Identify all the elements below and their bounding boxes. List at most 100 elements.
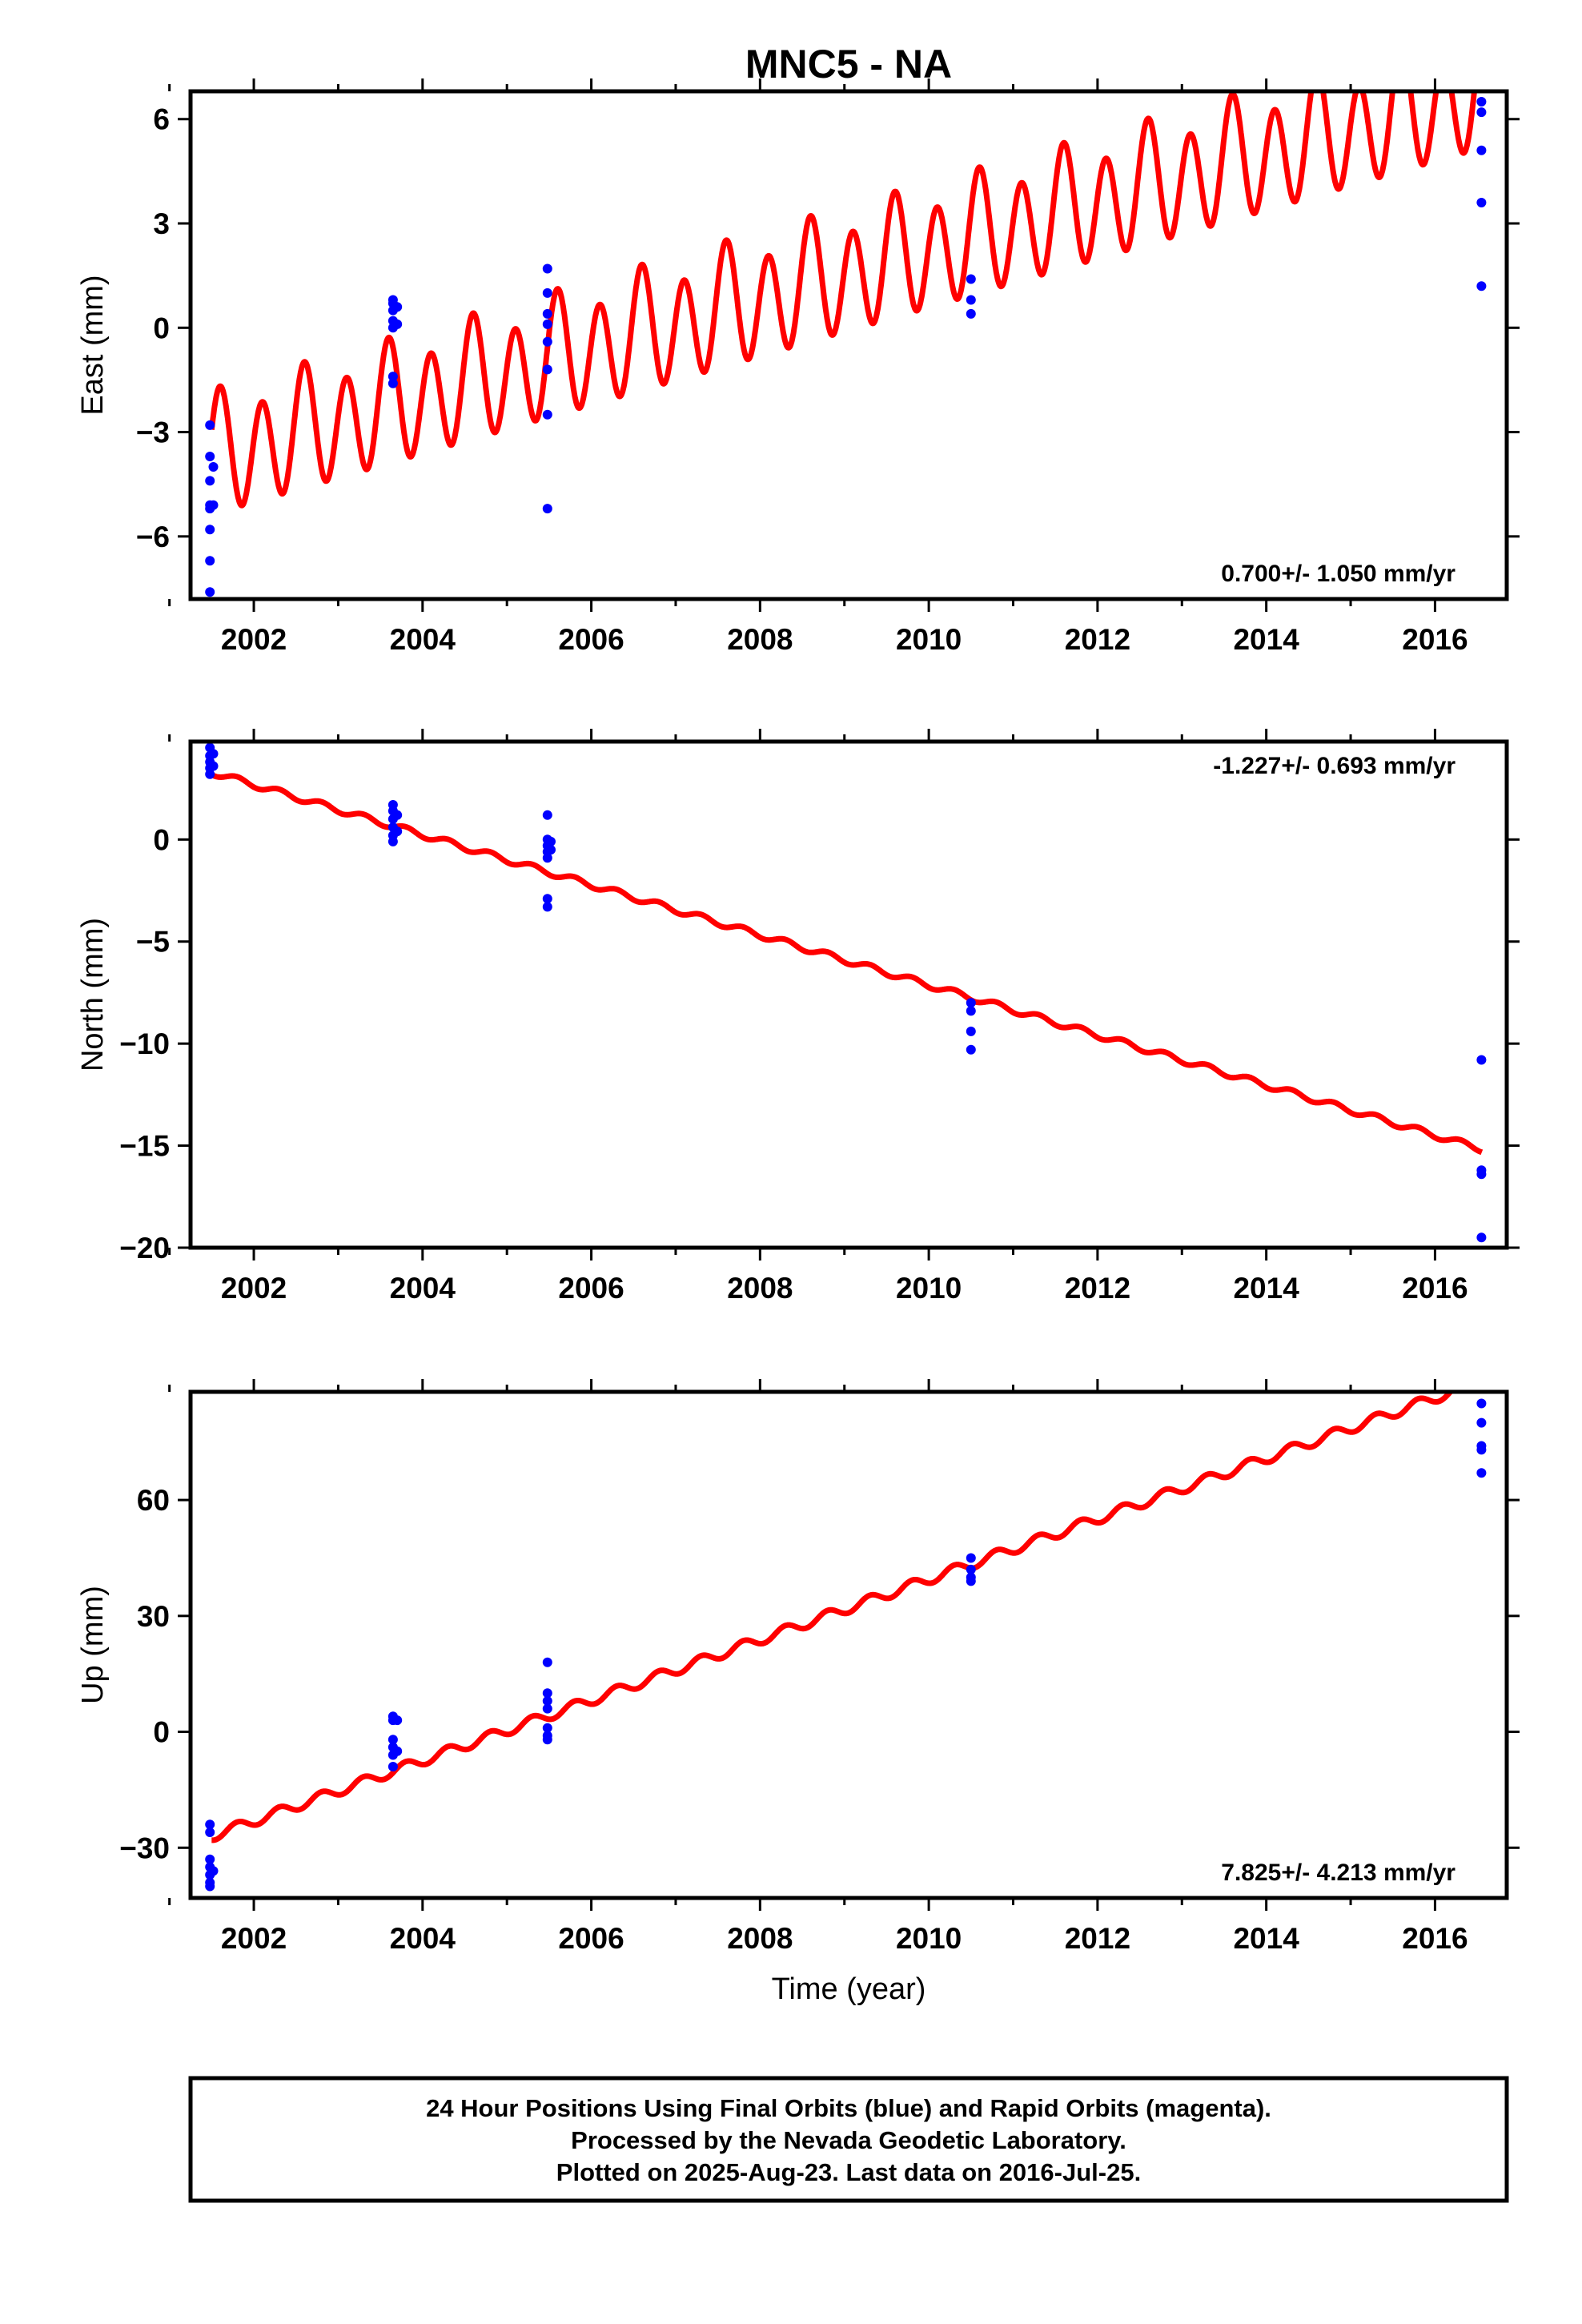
east-point-32 <box>1476 145 1487 155</box>
east-point-29 <box>966 308 976 319</box>
up-point-7 <box>208 1866 219 1876</box>
up-point-30 <box>1476 1445 1487 1455</box>
north-point-4 <box>205 769 215 779</box>
footer-box: 24 Hour Positions Using Final Orbits (bl… <box>188 2076 1509 2203</box>
north-point-6 <box>208 761 219 771</box>
east-point-28 <box>966 295 976 305</box>
east-y-tick-label: −6 <box>136 521 170 553</box>
footer-frame <box>188 2076 1509 2203</box>
up-x-tick-label-2006: 2006 <box>558 1922 624 1955</box>
north-point-25 <box>966 1006 976 1016</box>
up-point-31 <box>1476 1468 1487 1478</box>
east-point-16 <box>387 378 398 388</box>
east-point-19 <box>542 263 552 274</box>
up-rate-label: 7.825+/- 4.213 mm/yr <box>1221 1860 1456 1886</box>
east-point-9 <box>208 500 219 510</box>
east-point-6 <box>205 556 215 566</box>
east-model-line <box>208 91 1477 509</box>
up-x-tick-label-2012: 2012 <box>1065 1922 1130 1955</box>
north-point-31 <box>1476 1232 1487 1243</box>
up-point-19 <box>542 1703 552 1714</box>
north-point-30 <box>1476 1169 1487 1180</box>
panel-up: 2002 2004 2006 2008 2010 2012 2014 2016 −30 0 30 60… <box>76 1379 1520 1955</box>
north-model-line <box>209 772 1484 1156</box>
east-point-22 <box>542 319 552 329</box>
up-point-1 <box>205 1827 215 1837</box>
north-x-tick-label-2016: 2016 <box>1402 1272 1468 1305</box>
east-point-15 <box>387 372 398 382</box>
north-y-tick-label: −20 <box>119 1232 170 1265</box>
north-x-tick-label-2004: 2004 <box>390 1272 456 1305</box>
up-point-20 <box>542 1723 552 1733</box>
up-point-0 <box>205 1819 215 1830</box>
east-point-31 <box>1476 107 1487 118</box>
east-frame <box>188 89 1509 601</box>
east-y-tick-label: −3 <box>136 416 170 449</box>
east-point-18 <box>392 319 403 329</box>
east-rate-label: 0.700+/- 1.050 mm/yr <box>1221 561 1456 587</box>
east-y-axis-label: East (mm) <box>76 275 110 415</box>
up-y-axis-label: Up (mm) <box>76 1586 110 1704</box>
north-point-12 <box>387 836 398 846</box>
up-x-tick-label-2004: 2004 <box>390 1922 456 1955</box>
north-frame <box>188 739 1509 1250</box>
up-point-2 <box>205 1854 215 1864</box>
up-frame <box>188 1389 1509 1900</box>
north-point-28 <box>1476 1055 1487 1065</box>
up-y-tick-label: 0 <box>153 1716 170 1749</box>
north-x-tick-label-2002: 2002 <box>221 1272 287 1305</box>
north-point-21 <box>542 902 552 912</box>
up-point-15 <box>392 1746 403 1756</box>
north-y-tick-label: −15 <box>119 1130 170 1163</box>
footer-line-2: Processed by the Nevada Geodetic Laborat… <box>571 2126 1126 2154</box>
north-y-tick-label: −5 <box>136 926 170 959</box>
east-point-25 <box>542 409 552 420</box>
east-point-5 <box>205 525 215 535</box>
east-x-tick-label-2010: 2010 <box>896 623 962 656</box>
east-point-2 <box>205 476 215 486</box>
up-point-24 <box>966 1564 976 1574</box>
up-point-17 <box>542 1688 552 1699</box>
east-point-1 <box>205 452 215 461</box>
east-point-34 <box>1476 281 1487 292</box>
east-point-20 <box>542 287 552 298</box>
up-point-28 <box>1476 1417 1487 1428</box>
up-point-27 <box>1476 1398 1487 1409</box>
east-point-8 <box>208 462 219 472</box>
east-point-23 <box>542 336 552 347</box>
up-point-26 <box>966 1576 976 1586</box>
north-rate-label: -1.227+/- 0.693 mm/yr <box>1213 753 1456 779</box>
up-point-23 <box>966 1553 976 1563</box>
east-point-26 <box>542 504 552 514</box>
chart-title: MNC5 - NA <box>745 42 952 86</box>
north-point-13 <box>392 810 403 820</box>
up-point-13 <box>387 1762 398 1771</box>
up-model-line <box>209 1392 1455 1844</box>
east-point-24 <box>542 364 552 375</box>
up-x-tick-label-2008: 2008 <box>727 1922 793 1955</box>
east-x-tick-label-2006: 2006 <box>558 623 624 656</box>
up-point-22 <box>542 1735 552 1745</box>
east-x-tick-label-2004: 2004 <box>390 623 456 656</box>
east-y-tick-label: 6 <box>153 103 170 136</box>
east-point-7 <box>205 587 215 597</box>
north-x-tick-label-2008: 2008 <box>727 1272 793 1305</box>
north-point-5 <box>208 749 219 759</box>
east-point-17 <box>392 302 403 312</box>
east-x-tick-label-2008: 2008 <box>727 623 793 656</box>
up-point-14 <box>392 1715 403 1726</box>
up-point-16 <box>542 1657 552 1667</box>
north-point-20 <box>542 894 552 904</box>
north-x-tick-label-2010: 2010 <box>896 1272 962 1305</box>
north-point-22 <box>546 836 556 846</box>
east-x-tick-label-2002: 2002 <box>221 623 287 656</box>
up-x-tick-label-2014: 2014 <box>1233 1922 1299 1955</box>
north-point-15 <box>542 810 552 820</box>
north-x-tick-label-2014: 2014 <box>1233 1272 1299 1305</box>
up-point-18 <box>542 1696 552 1706</box>
up-y-tick-label: 60 <box>137 1484 170 1517</box>
panel-east: 2002 2004 2006 2008 2010 2012 2014 2016 −6 −3 0 3 6 E… <box>76 78 1520 656</box>
up-x-tick-label-2002: 2002 <box>221 1922 287 1955</box>
east-point-21 <box>542 308 552 319</box>
